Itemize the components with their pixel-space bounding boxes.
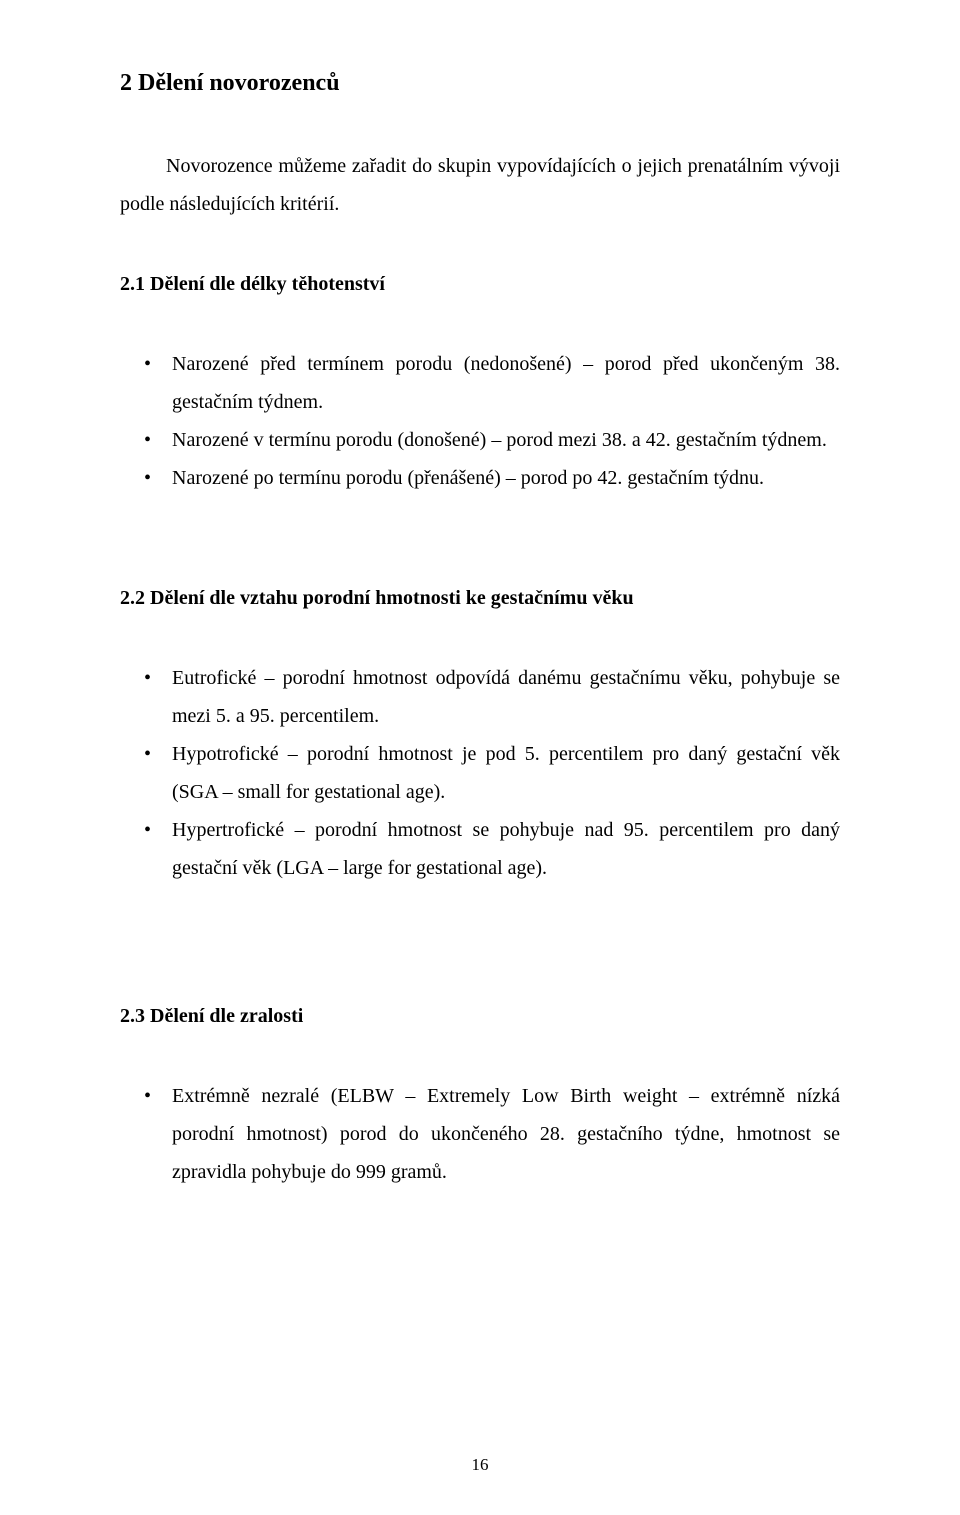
section-2-2-title: 2.2 Dělení dle vztahu porodní hmotnosti … (120, 585, 840, 611)
spacer (120, 975, 840, 1003)
list-item: Extrémně nezralé (ELBW – Extremely Low B… (120, 1077, 840, 1191)
list-item: Eutrofické – porodní hmotnost odpovídá d… (120, 659, 840, 735)
list-item: Hypotrofické – porodní hmotnost je pod 5… (120, 735, 840, 811)
page-number: 16 (0, 1455, 960, 1475)
section-2-3-title: 2.3 Dělení dle zralosti (120, 1003, 840, 1029)
section-2-3-bullets: Extrémně nezralé (ELBW – Extremely Low B… (120, 1077, 840, 1191)
spacer (120, 947, 840, 975)
list-item: Narozené v termínu porodu (donošené) – p… (120, 421, 840, 459)
list-item: Hypertrofické – porodní hmotnost se pohy… (120, 811, 840, 887)
section-2-1-bullets: Narozené před termínem porodu (nedonošen… (120, 345, 840, 497)
spacer (120, 557, 840, 585)
list-item: Narozené před termínem porodu (nedonošen… (120, 345, 840, 421)
section-2-title: 2 Dělení novorozenců (120, 68, 840, 99)
section-2-1-title: 2.1 Dělení dle délky těhotenství (120, 271, 840, 297)
document-page: 2 Dělení novorozenců Novorozence můžeme … (0, 0, 960, 1515)
section-2-intro: Novorozence můžeme zařadit do skupin vyp… (120, 147, 840, 223)
list-item: Narozené po termínu porodu (přenášené) –… (120, 459, 840, 497)
section-2-2-bullets: Eutrofické – porodní hmotnost odpovídá d… (120, 659, 840, 887)
